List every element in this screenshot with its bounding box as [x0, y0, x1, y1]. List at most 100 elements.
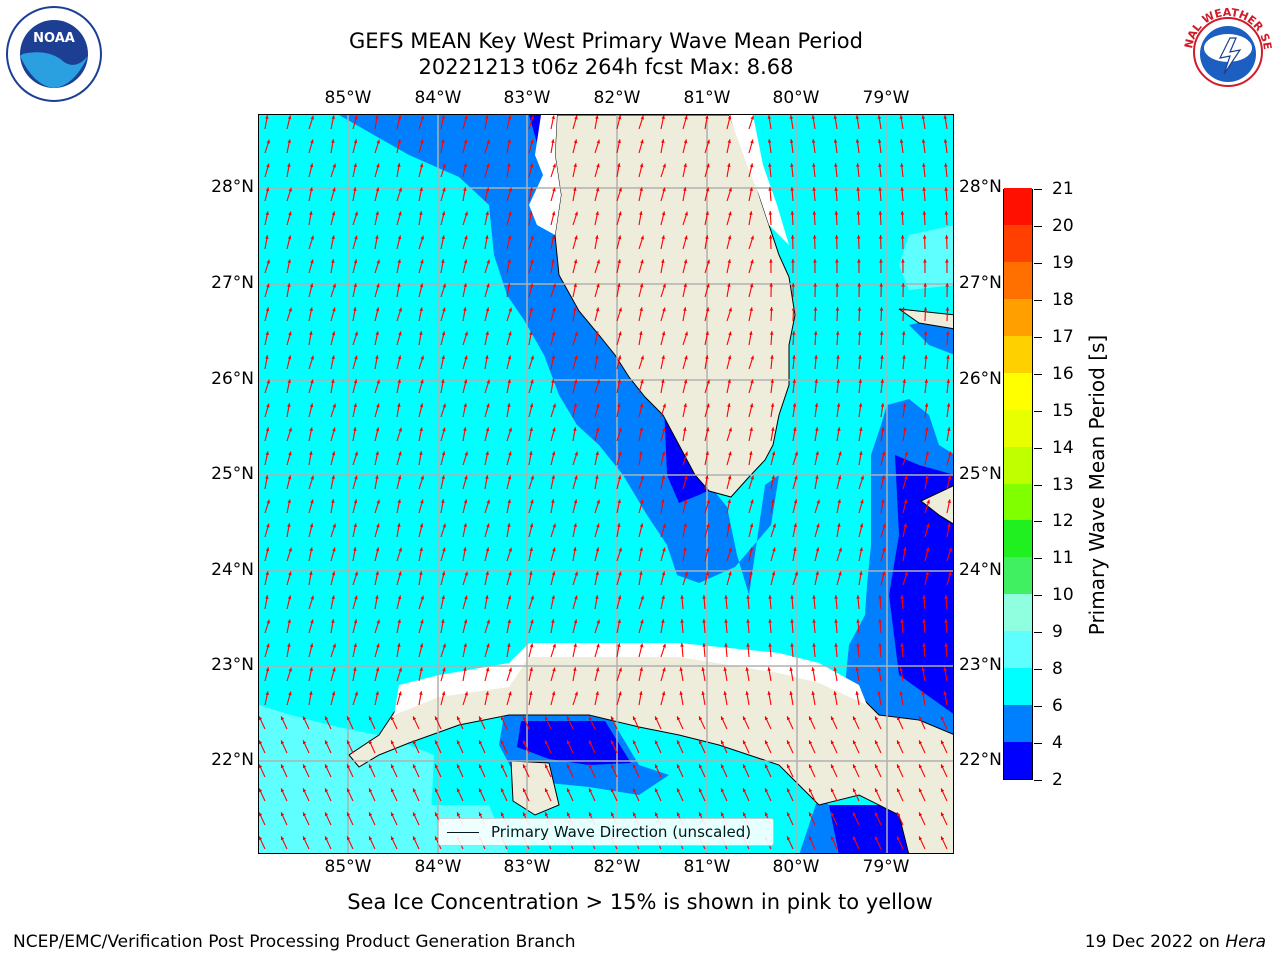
- wave-arrow-head: [749, 163, 754, 168]
- wave-arrow-head: [790, 163, 794, 167]
- wave-arrow-head: [749, 547, 753, 552]
- wave-arrow-head: [811, 139, 816, 143]
- wave-arrow-head: [835, 331, 840, 335]
- wave-arrow-head: [485, 451, 489, 456]
- wave-arrow-head: [838, 547, 842, 552]
- wave-arrow-head: [918, 788, 923, 793]
- wave-arrow-head: [419, 571, 423, 576]
- wave-arrow-head: [812, 643, 816, 647]
- wave-arrow-head: [331, 619, 335, 624]
- wave-arrow-head: [706, 523, 710, 528]
- wave-arrow-head: [375, 667, 380, 672]
- wave-arrow-head: [265, 667, 270, 672]
- wave-arrow-head: [769, 307, 774, 311]
- wave-arrow-head: [947, 523, 951, 528]
- wave-arrow-head: [441, 691, 446, 696]
- wave-arrow-head: [617, 163, 621, 168]
- colorbar-tick: [1034, 336, 1042, 338]
- wave-arrow-head: [419, 643, 424, 648]
- chart-subtitle-run: 20221213 t06z 264h fcst Max: 8.68: [418, 55, 794, 79]
- wave-arrow-head: [786, 812, 791, 817]
- wave-arrow-head: [618, 691, 622, 696]
- wave-arrow-head: [770, 403, 775, 407]
- wave-arrow-head: [507, 163, 511, 168]
- wave-arrow-head: [768, 163, 772, 167]
- wave-arrow-head: [676, 716, 681, 721]
- wave-arrow-head: [684, 571, 688, 576]
- wave-arrow-head: [464, 235, 468, 240]
- colorbar-segment: [1004, 704, 1032, 743]
- wave-arrow-head: [706, 139, 710, 144]
- wave-arrow-head: [742, 788, 747, 793]
- wave-arrow-head: [566, 812, 571, 817]
- wave-arrow-head: [771, 571, 776, 576]
- wave-arrow-head: [288, 427, 292, 432]
- wave-arrow-head: [770, 355, 774, 359]
- wave-arrow-head: [617, 499, 621, 504]
- wave-arrow-head: [456, 788, 461, 793]
- wave-arrow-head: [837, 475, 842, 480]
- wave-arrow-head: [596, 403, 600, 408]
- wave-arrow-head: [792, 355, 796, 359]
- wave-arrow-head: [309, 163, 314, 168]
- wave-arrow-head: [727, 163, 731, 168]
- wave-arrow-head: [639, 427, 643, 432]
- wave-arrow-head: [723, 691, 727, 696]
- wave-arrow-head: [771, 451, 776, 456]
- lon-label: 80°W: [772, 857, 820, 877]
- wave-arrow-head: [813, 307, 818, 311]
- wave-arrow-head: [880, 403, 885, 407]
- wave-arrow-head: [486, 139, 490, 144]
- wave-arrow-head: [808, 764, 813, 769]
- wave-arrow-head: [856, 163, 860, 167]
- colorbar-tick-label: 4: [1052, 733, 1063, 754]
- wave-arrow-head: [746, 619, 750, 623]
- wave-arrow-head: [507, 139, 511, 144]
- wave-arrow-head: [596, 379, 600, 384]
- wave-arrow-head: [896, 764, 901, 769]
- wave-arrow-head: [368, 836, 373, 841]
- wave-arrow-head: [485, 427, 490, 432]
- wave-arrow-head: [834, 211, 839, 215]
- wave-arrow-head: [944, 187, 948, 191]
- wave-arrow-head: [683, 283, 687, 288]
- wave-arrow-head: [265, 451, 269, 456]
- wave-arrow-head: [332, 523, 336, 528]
- wave-arrow-head: [302, 812, 307, 817]
- wave-arrow-head: [662, 643, 666, 648]
- wave-arrow-head: [309, 691, 313, 696]
- wave-arrow-head: [918, 740, 923, 745]
- wave-arrow-head: [507, 475, 512, 480]
- wave-arrow-head: [857, 331, 862, 335]
- wave-arrow-head: [442, 403, 446, 408]
- wave-arrow-head: [926, 523, 930, 528]
- wave-arrow-head: [529, 403, 534, 408]
- colorbar-tick: [1034, 410, 1042, 412]
- wave-arrow-head: [508, 307, 512, 312]
- wave-arrow-head: [551, 259, 555, 264]
- wave-arrow-head: [661, 355, 665, 360]
- legend-label: Primary Wave Direction (unscaled): [491, 823, 752, 841]
- wave-arrow-head: [654, 716, 659, 721]
- wave-arrow-head: [610, 812, 615, 817]
- wave-arrow-head: [551, 235, 555, 240]
- wave-arrow-head: [940, 836, 945, 841]
- wave-arrow-head: [288, 331, 292, 336]
- wave-arrow-head: [397, 283, 401, 288]
- wave-arrow-head: [852, 812, 857, 817]
- wave-arrow-head: [573, 283, 577, 288]
- colorbar-tick: [1034, 706, 1042, 708]
- wave-arrow-head: [464, 595, 468, 600]
- wave-arrow-head: [566, 764, 571, 769]
- wave-arrow-head: [617, 259, 621, 264]
- wave-arrow-head: [522, 764, 527, 769]
- wave-arrow-head: [944, 163, 948, 167]
- colorbar-segment: [1004, 446, 1032, 484]
- wave-arrow-head: [705, 115, 709, 120]
- wave-arrow-head: [618, 211, 622, 216]
- wave-arrow-head: [661, 211, 666, 216]
- wave-arrow-head: [812, 619, 816, 623]
- wave-arrow-head: [259, 788, 263, 793]
- wave-arrow-head: [463, 427, 467, 432]
- wave-arrow-head: [412, 836, 417, 841]
